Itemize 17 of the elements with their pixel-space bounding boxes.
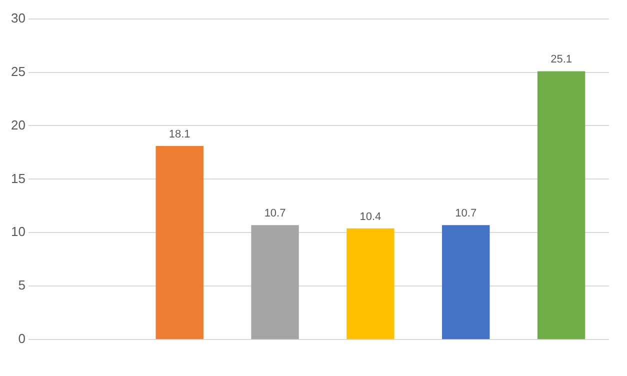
y-tick-label: 25: [10, 64, 26, 79]
y-tick-label: 0: [18, 331, 26, 346]
data-label: 25.1: [550, 54, 572, 66]
bar: [346, 228, 394, 340]
data-label: 18.1: [168, 128, 190, 141]
bar: [251, 225, 299, 340]
y-tick-label: 15: [10, 170, 26, 186]
y-tick-label: 30: [10, 10, 26, 26]
data-label: 10.7: [455, 208, 477, 220]
bar: [156, 146, 204, 340]
data-label: 10.7: [264, 208, 286, 220]
bar: [442, 225, 490, 340]
data-label: 10.4: [360, 210, 382, 223]
y-tick-label: 10: [10, 224, 26, 240]
y-tick-label: 5: [18, 278, 26, 293]
bar: [537, 71, 586, 340]
y-tick-label: 20: [10, 117, 26, 132]
